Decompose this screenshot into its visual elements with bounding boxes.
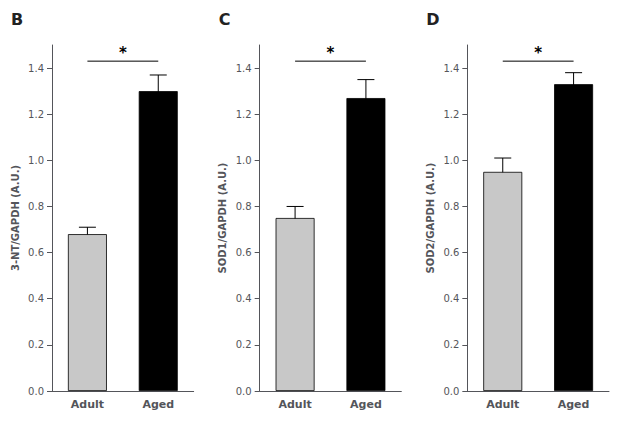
svg-text:0.8: 0.8 [443, 201, 459, 212]
svg-text:Adult: Adult [278, 398, 311, 411]
svg-text:0.0: 0.0 [236, 386, 252, 397]
svg-text:1.0: 1.0 [443, 155, 459, 166]
svg-text:Adult: Adult [486, 398, 519, 411]
svg-text:0.4: 0.4 [236, 293, 252, 304]
svg-text:*: * [534, 44, 542, 62]
svg-text:1.4: 1.4 [443, 63, 459, 74]
svg-text:0.8: 0.8 [236, 201, 252, 212]
svg-text:SOD2/GAPDH (A.U.): SOD2/GAPDH (A.U.) [425, 163, 436, 274]
svg-text:0.4: 0.4 [28, 293, 44, 304]
svg-text:0.0: 0.0 [443, 386, 459, 397]
svg-text:0.4: 0.4 [443, 293, 459, 304]
svg-text:B: B [11, 10, 23, 29]
svg-text:0.2: 0.2 [236, 339, 252, 350]
svg-text:*: * [327, 44, 335, 62]
svg-text:*: * [119, 44, 127, 62]
svg-text:SOD1/GAPDH (A.U.): SOD1/GAPDH (A.U.) [217, 163, 228, 274]
svg-text:1.2: 1.2 [28, 109, 44, 120]
svg-text:0.0: 0.0 [28, 386, 44, 397]
svg-text:C: C [219, 10, 231, 29]
svg-text:0.6: 0.6 [236, 247, 252, 258]
svg-text:0.6: 0.6 [28, 247, 44, 258]
svg-text:0.8: 0.8 [28, 201, 44, 212]
svg-text:0.2: 0.2 [28, 339, 44, 350]
svg-text:Aged: Aged [142, 398, 174, 411]
svg-text:1.2: 1.2 [236, 109, 252, 120]
svg-text:1.4: 1.4 [28, 63, 44, 74]
svg-text:1.0: 1.0 [28, 155, 44, 166]
svg-text:D: D [426, 10, 439, 29]
svg-text:0.2: 0.2 [443, 339, 459, 350]
svg-text:Aged: Aged [558, 398, 590, 411]
svg-text:1.4: 1.4 [236, 63, 252, 74]
svg-text:3-NT/GAPDH (A.U.): 3-NT/GAPDH (A.U.) [10, 165, 21, 271]
svg-text:Adult: Adult [71, 398, 104, 411]
svg-text:Aged: Aged [350, 398, 382, 411]
svg-text:1.2: 1.2 [443, 109, 459, 120]
svg-text:0.6: 0.6 [443, 247, 459, 258]
svg-text:1.0: 1.0 [236, 155, 252, 166]
